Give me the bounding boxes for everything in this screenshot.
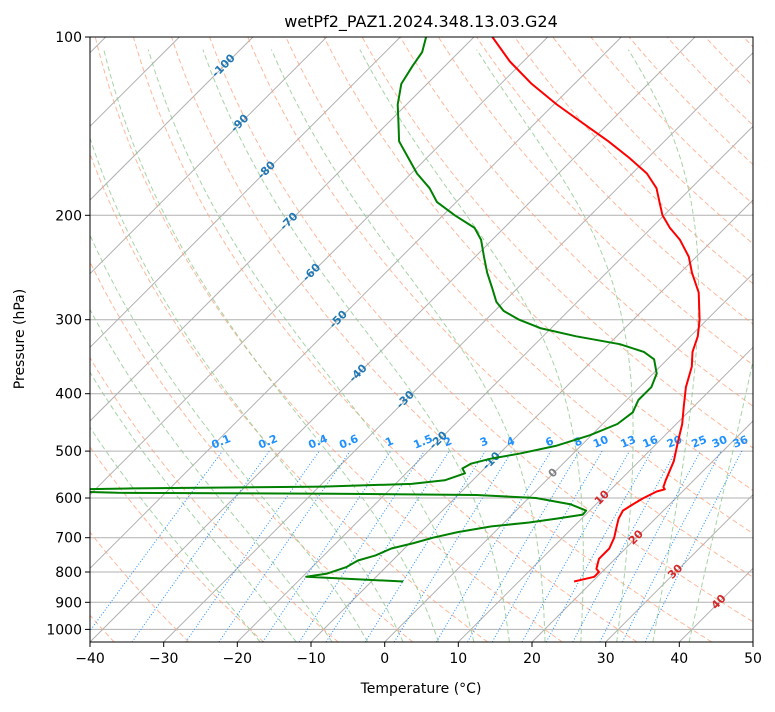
x-tick-label: −30 xyxy=(149,651,179,667)
y-tick-label: 200 xyxy=(55,208,82,224)
x-tick-label: −10 xyxy=(296,651,326,667)
x-tick-label: 50 xyxy=(744,651,762,667)
y-tick-label: 300 xyxy=(55,313,82,329)
x-tick-label: 30 xyxy=(597,651,615,667)
y-axis-title: Pressure (hPa) xyxy=(12,289,28,389)
y-tick-label: 800 xyxy=(55,565,82,581)
y-tick-label: 500 xyxy=(55,444,82,460)
x-tick-label: 40 xyxy=(670,651,688,667)
y-tick-label: 400 xyxy=(55,387,82,403)
y-tick-label: 1000 xyxy=(46,622,82,638)
x-tick-label: 0 xyxy=(380,651,389,667)
y-tick-label: 700 xyxy=(55,531,82,547)
y-tick-label: 100 xyxy=(55,30,82,46)
chart-title: wetPf2_PAZ1.2024.348.13.03.G24 xyxy=(284,12,558,32)
x-tick-label: −40 xyxy=(75,651,105,667)
y-tick-label: 600 xyxy=(55,491,82,507)
x-tick-label: 10 xyxy=(449,651,467,667)
x-axis-title: Temperature (°C) xyxy=(360,681,482,697)
x-tick-label: 20 xyxy=(523,651,541,667)
x-tick-label: −20 xyxy=(223,651,253,667)
y-tick-label: 900 xyxy=(55,595,82,611)
